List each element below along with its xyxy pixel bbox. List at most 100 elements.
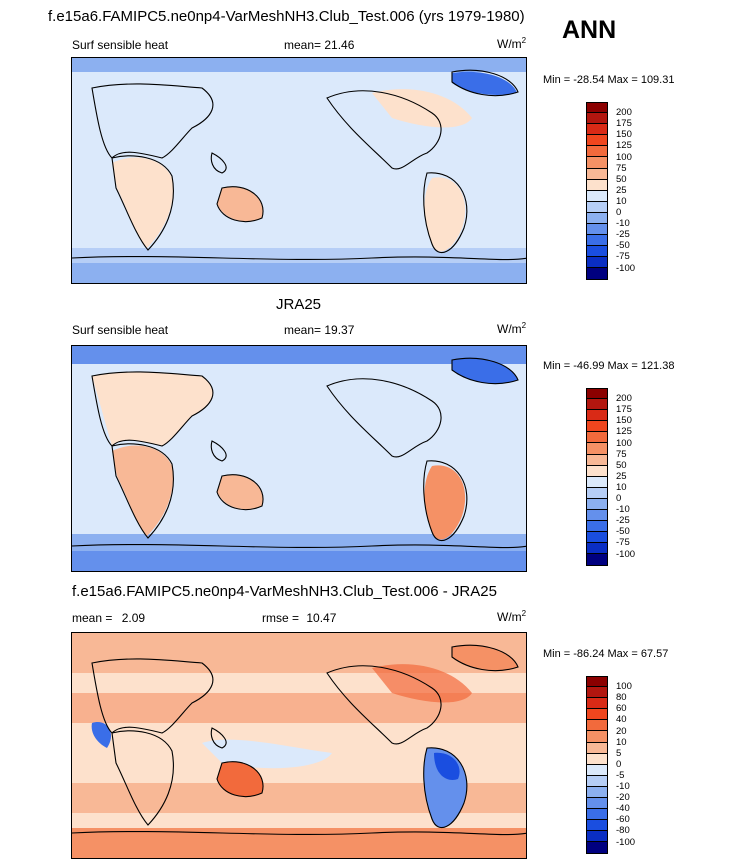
colorbar-level-label: 175 [616, 404, 632, 416]
panel-1-map [71, 57, 527, 284]
panel-3-rmse-value: 10.47 [306, 611, 337, 625]
colorbar-level-label: 75 [616, 162, 627, 174]
colorbar-level-label: -100 [616, 262, 636, 274]
colorbar-swatch [586, 809, 608, 821]
colorbar-level-label: 20 [616, 725, 627, 737]
colorbar-level-label: 100 [616, 151, 632, 163]
panel-3-rmse-label: rmse = [262, 611, 300, 625]
colorbar-swatch [586, 554, 608, 566]
colorbar-level-label: 0 [616, 758, 622, 770]
colorbar-swatch [586, 720, 608, 732]
colorbar-swatch [586, 102, 608, 114]
colorbar-level-label: -80 [616, 825, 630, 837]
panel-1-variable-label: Surf sensible heat [72, 38, 169, 52]
colorbar-level-label: -25 [616, 229, 630, 241]
colorbar-level-label: 60 [616, 703, 627, 715]
colorbar-swatch [586, 498, 608, 511]
colorbar-level-label: -10 [616, 504, 630, 516]
colorbar-swatch [586, 698, 608, 710]
season-label: ANN [562, 16, 617, 44]
colorbar-level-label: -25 [616, 515, 630, 527]
colorbar-swatch [586, 212, 608, 225]
colorbar-swatch [586, 687, 608, 699]
panel-3-mean-value: 2.09 [121, 611, 146, 625]
colorbar-swatch [586, 487, 608, 499]
panel-3-title: f.e15a6.FAMIPC5.ne0np4-VarMeshNH3.Club_T… [72, 583, 497, 600]
colorbar-swatch [586, 246, 608, 258]
panel-2-mean-value: 19.37 [324, 323, 355, 337]
panel-2-units: W/m2 [497, 321, 526, 336]
colorbar-swatch [586, 842, 608, 854]
colorbar-level-label: 80 [616, 692, 627, 704]
colorbar-level-label: -10 [616, 781, 630, 792]
colorbar-swatch [586, 521, 608, 533]
colorbar-swatch [586, 410, 608, 422]
colorbar-swatch [586, 742, 608, 754]
panel-1-map-svg [72, 58, 526, 283]
panel-1-units-text: W/m [497, 37, 522, 51]
panel-1-units: W/m2 [497, 36, 526, 51]
colorbar-swatch [586, 831, 608, 843]
colorbar-level-label: 10 [616, 195, 627, 207]
colorbar-level-label: 10 [616, 736, 627, 748]
colorbar-swatch [586, 421, 608, 433]
colorbar-level-label: 150 [616, 415, 632, 427]
colorbar-level-label: -75 [616, 537, 630, 549]
colorbar-swatch [586, 676, 608, 688]
colorbar-level-label: 40 [616, 714, 627, 726]
colorbar-level-label: -50 [616, 240, 630, 252]
colorbar-level-label: -10 [616, 218, 630, 230]
colorbar-level-label: 100 [616, 437, 632, 449]
colorbar-swatch [586, 532, 608, 544]
colorbar-level-label: 200 [616, 393, 632, 405]
colorbar-swatch [586, 820, 608, 832]
panel-3-colorbar: 100 80 60 40 20 10 5 0 -5 -10 -20 -40 -60 -80 -100 [586, 676, 635, 854]
panel-3-units-text: W/m [497, 610, 522, 624]
panel-2-units-text: W/m [497, 322, 522, 336]
colorbar-swatch [586, 775, 608, 787]
colorbar-level-label: 175 [616, 118, 632, 130]
colorbar-swatch [586, 157, 608, 169]
colorbar-level-label: 50 [616, 173, 627, 185]
colorbar-level-label: -5 [616, 769, 625, 781]
panel-2-map [71, 345, 527, 572]
colorbar-level-label: 25 [616, 470, 627, 482]
colorbar-level-label: 200 [616, 107, 632, 119]
colorbar-level-label: 10 [616, 481, 627, 493]
colorbar-swatch [586, 235, 608, 247]
colorbar-swatch [586, 786, 608, 799]
colorbar-level-label: -40 [616, 803, 630, 815]
colorbar-swatch [586, 476, 608, 488]
colorbar-swatch [586, 510, 608, 522]
panel-3-units-sup: 2 [521, 609, 527, 618]
colorbar-swatch [586, 709, 608, 721]
panel-1-mean: mean= 21.46 [284, 38, 354, 52]
colorbar-swatch [586, 201, 608, 213]
panel-3-rmse: rmse = 10.47 [262, 611, 336, 625]
colorbar-level-label: -100 [616, 836, 636, 848]
colorbar-level-label: 5 [616, 747, 622, 759]
colorbar-level-label: -100 [616, 548, 636, 560]
panel-2-mean: mean= 19.37 [284, 323, 354, 337]
panel-2-colorbar: 200 175 150 125 100 75 50 25 10 0 -10 -25 -50 -75 -100 [586, 388, 635, 566]
colorbar-level-label: 75 [616, 448, 627, 460]
colorbar-level-label: 0 [616, 207, 622, 218]
panel-2-title: JRA25 [276, 296, 322, 313]
colorbar-level-label: 150 [616, 129, 632, 141]
colorbar-swatch [586, 399, 608, 411]
colorbar-swatch [586, 798, 608, 810]
colorbar-swatch [586, 465, 608, 477]
panel-2-variable-label: Surf sensible heat [72, 323, 169, 337]
colorbar-swatch [586, 179, 608, 191]
panel-2-units-sup: 2 [521, 321, 527, 330]
colorbar-level-label: 100 [616, 681, 632, 693]
panel-1-units-sup: 2 [521, 36, 527, 45]
colorbar-level-label: -75 [616, 251, 630, 263]
colorbar-swatch [586, 135, 608, 147]
colorbar-swatch [586, 113, 608, 125]
panel-3-mean: mean = 2.09 [72, 611, 145, 625]
colorbar-level-label: -50 [616, 526, 630, 538]
colorbar-swatch [586, 168, 608, 180]
panel-3-minmax: Min = -86.24 Max = 67.57 [543, 648, 669, 660]
colorbar-swatch [586, 257, 608, 269]
